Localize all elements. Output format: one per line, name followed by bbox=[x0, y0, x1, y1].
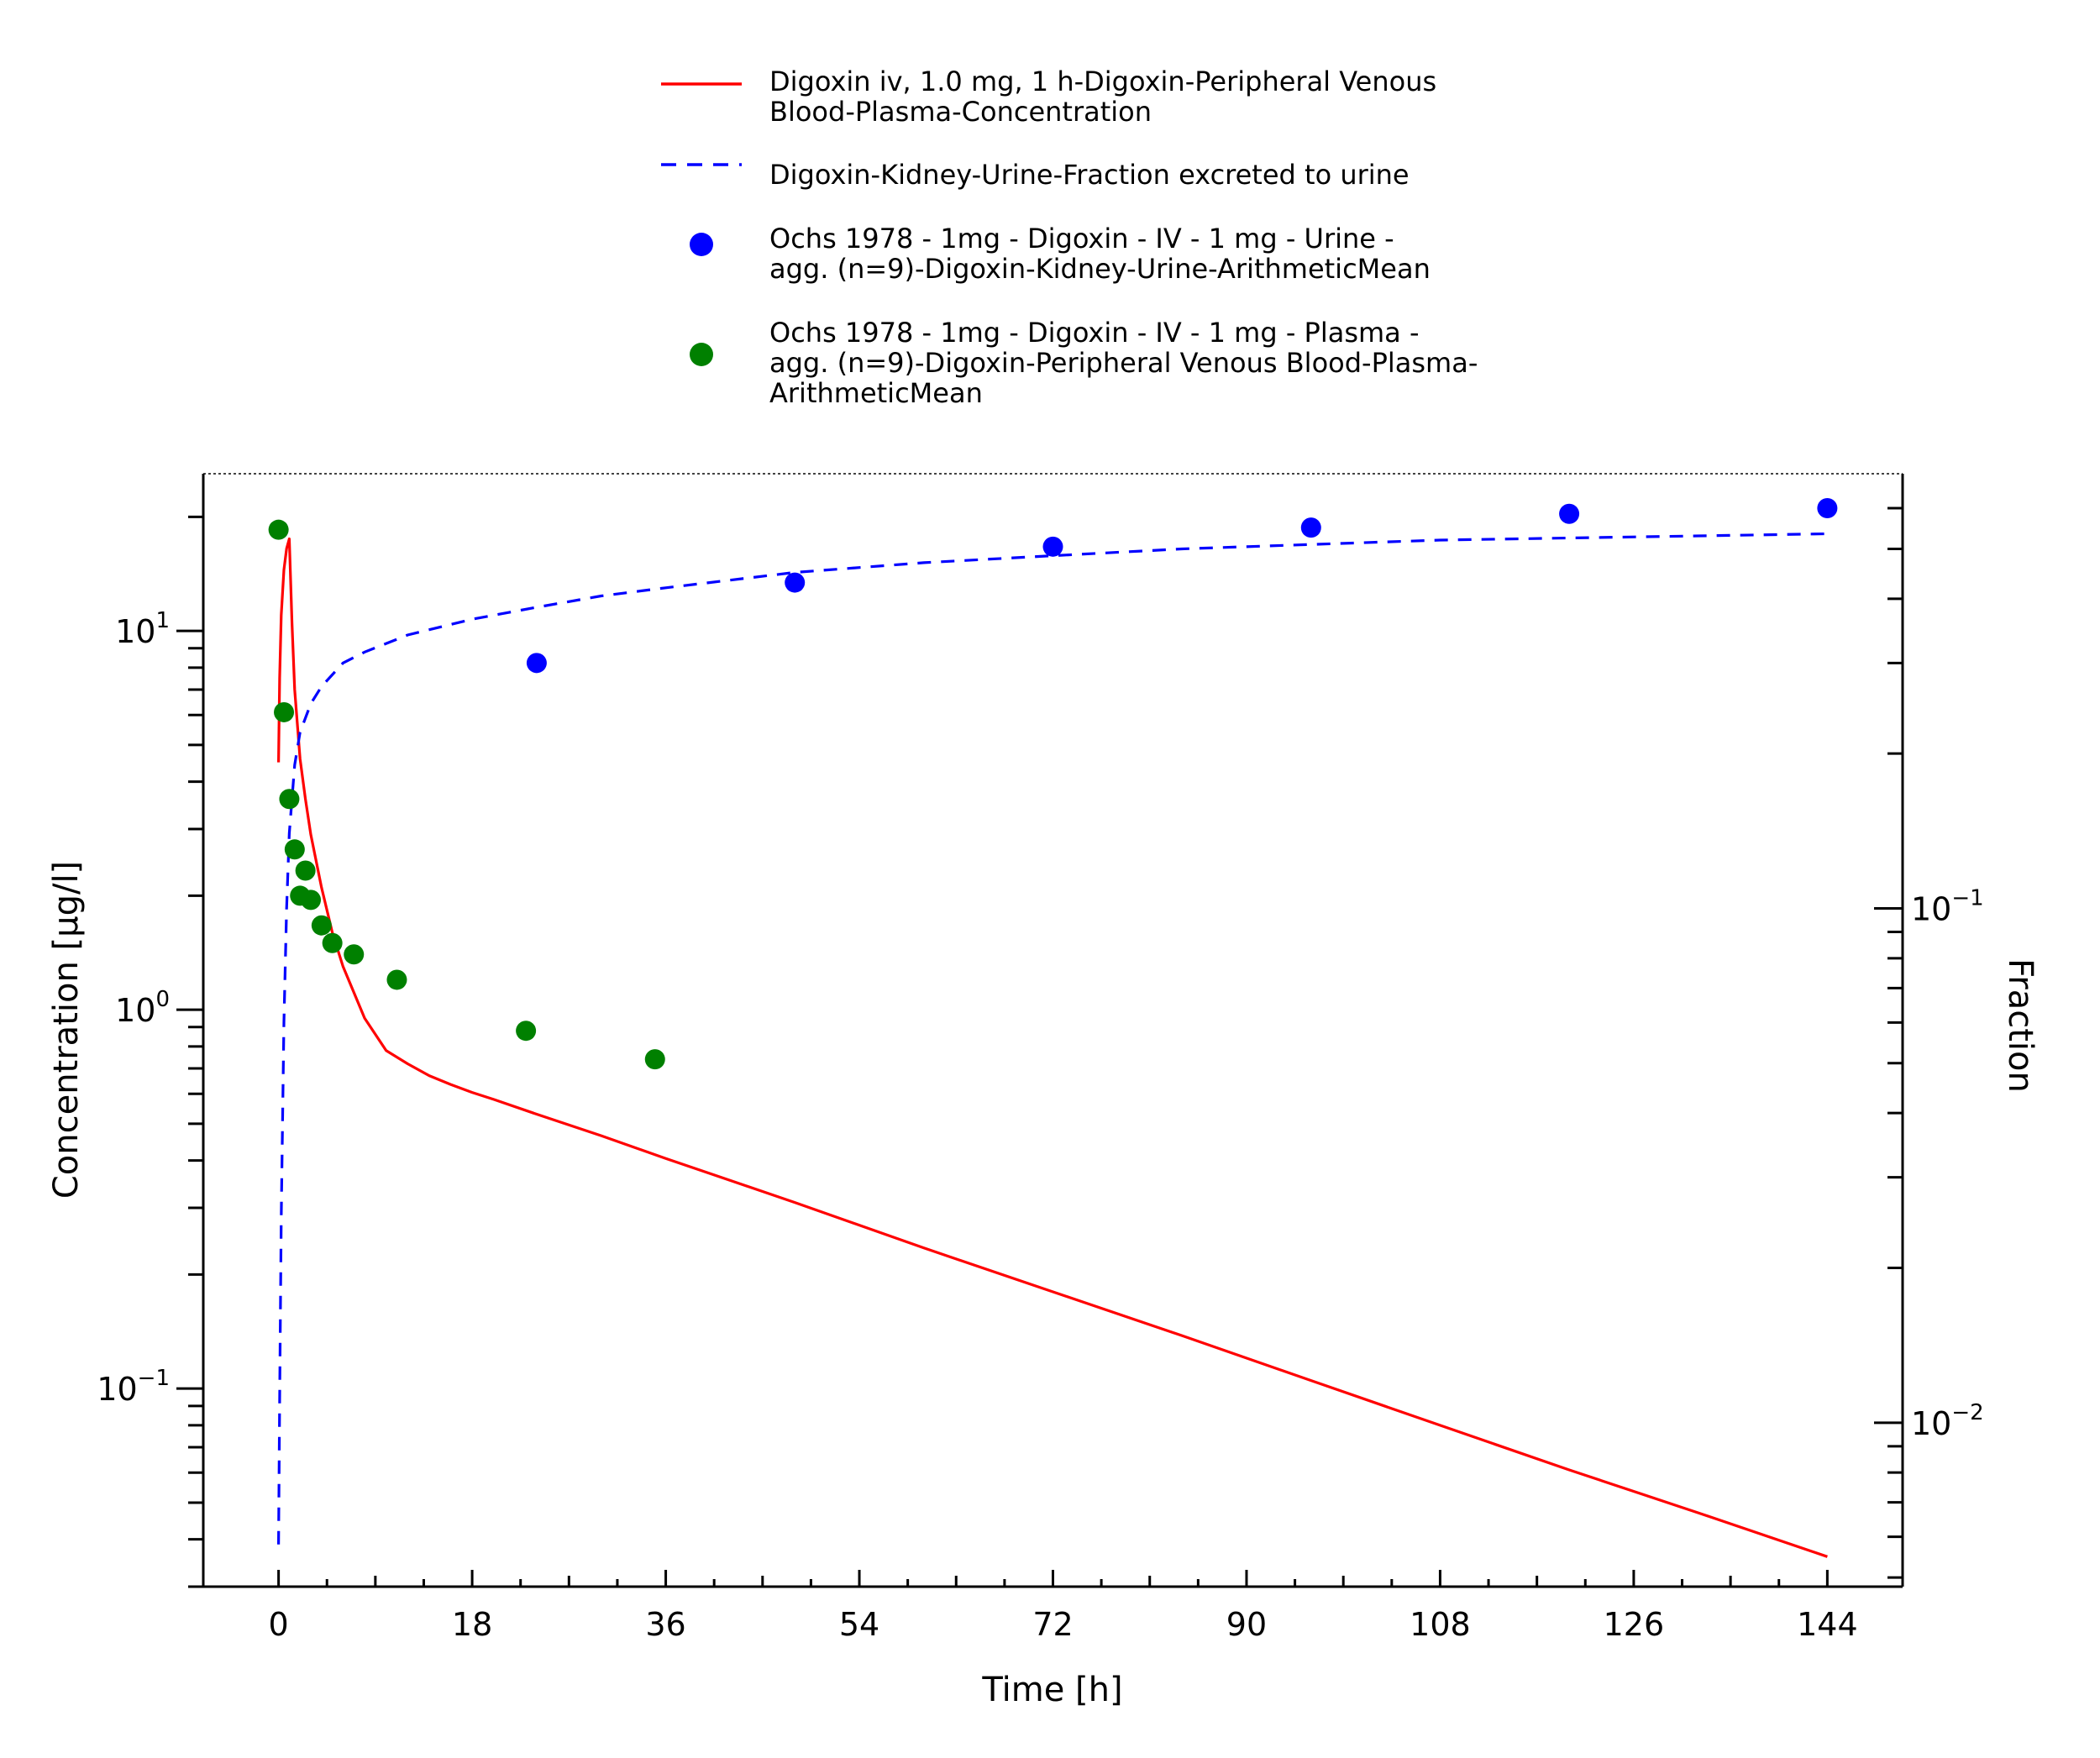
y-axis-title: Concentration [µg/l] bbox=[47, 861, 86, 1199]
x-tick-label: 126 bbox=[1604, 1606, 1665, 1643]
legend-label-3-line-1: Ochs 1978 - 1mg - Digoxin - IV - 1 mg - … bbox=[769, 223, 1394, 255]
x-tick-label: 108 bbox=[1410, 1606, 1471, 1643]
legend-label-2: Digoxin-Kidney-Urine-Fraction excreted t… bbox=[769, 159, 1410, 191]
plasma-observed-point bbox=[301, 889, 322, 910]
svg-text:Digoxin iv, 1.0 mg, 1 h-Digoxi: Digoxin iv, 1.0 mg, 1 h-Digoxin-Peripher… bbox=[769, 66, 1445, 128]
x-tick-label: 72 bbox=[1032, 1606, 1073, 1643]
x-tick-label: 36 bbox=[645, 1606, 685, 1643]
x-axis-title: Time [h] bbox=[981, 1671, 1122, 1709]
x-tick-label: 18 bbox=[452, 1606, 492, 1643]
legend-label-1-line-2: Blood-Plasma-Concentration bbox=[769, 96, 1152, 128]
urine-observed-point bbox=[1042, 536, 1063, 557]
urine-observed-point bbox=[1817, 497, 1838, 518]
legend-entry-3: Ochs 1978 - 1mg - Digoxin - IV - 1 mg - … bbox=[690, 223, 1431, 285]
x-tick-label: 144 bbox=[1797, 1606, 1858, 1643]
plasma-observed-point bbox=[344, 944, 365, 965]
legend-label-4-line-1: Ochs 1978 - 1mg - Digoxin - IV - 1 mg - … bbox=[769, 317, 1420, 349]
legend-swatch-green-marker bbox=[690, 343, 713, 366]
urine-observed-point bbox=[1300, 517, 1321, 538]
plasma-concentration-simulation-line bbox=[277, 537, 1828, 1558]
urine-observed-point bbox=[526, 653, 547, 674]
plasma-observed-point bbox=[274, 701, 295, 722]
y2-tick-label: 10−2 bbox=[1911, 1400, 1984, 1442]
x-tick-label: 54 bbox=[839, 1606, 879, 1643]
svg-text:Ochs 1978 - 1mg - Digoxin - IV: Ochs 1978 - 1mg - Digoxin - IV - 1 mg - … bbox=[769, 223, 1431, 285]
plasma-observed-points bbox=[268, 519, 665, 1070]
legend-label-1-line-1: Digoxin iv, 1.0 mg, 1 h-Digoxin-Peripher… bbox=[769, 66, 1436, 97]
urine-observed-point bbox=[785, 572, 806, 593]
legend-entry-4: Ochs 1978 - 1mg - Digoxin - IV - 1 mg - … bbox=[690, 317, 1487, 409]
y-tick-label: 100 bbox=[115, 987, 170, 1029]
plasma-observed-point bbox=[295, 860, 316, 881]
plasma-observed-point bbox=[644, 1049, 665, 1070]
plasma-observed-point bbox=[311, 915, 332, 936]
plasma-observed-point bbox=[279, 789, 300, 810]
legend: Digoxin iv, 1.0 mg, 1 h-Digoxin-Peripher… bbox=[661, 66, 1487, 409]
plasma-observed-point bbox=[284, 839, 305, 860]
y2-tick-label: 10−1 bbox=[1911, 885, 1984, 927]
svg-text:Ochs 1978 - 1mg - Digoxin - IV: Ochs 1978 - 1mg - Digoxin - IV - 1 mg - … bbox=[769, 317, 1487, 409]
legend-label-4-line-2: agg. (n=9)-Digoxin-Peripheral Venous Blo… bbox=[769, 347, 1478, 379]
y-axis-ticks: 101 100 10−1 bbox=[97, 515, 203, 1588]
y-tick-label: 101 bbox=[115, 608, 170, 650]
legend-swatch-blue-marker bbox=[690, 233, 713, 256]
plasma-observed-point bbox=[268, 519, 289, 540]
legend-label-3-line-2: agg. (n=9)-Digoxin-Kidney-Urine-Arithmet… bbox=[769, 253, 1431, 285]
plasma-observed-point bbox=[386, 969, 407, 990]
urine-fraction-simulation-line bbox=[277, 532, 1828, 1545]
y-tick-label: 10−1 bbox=[97, 1366, 170, 1408]
x-tick-label: 90 bbox=[1226, 1606, 1267, 1643]
legend-entry-2: Digoxin-Kidney-Urine-Fraction excreted t… bbox=[661, 159, 1410, 191]
y2-axis-ticks: 10−1 10−2 bbox=[1874, 506, 1984, 1579]
x-axis-ticks: 0 18 36 54 72 90 108 126 144 bbox=[269, 1570, 1858, 1643]
urine-observed-points bbox=[526, 497, 1838, 674]
plasma-observed-point bbox=[516, 1021, 537, 1042]
plasma-observed-point bbox=[322, 932, 343, 953]
urine-observed-point bbox=[1559, 503, 1580, 524]
y2-axis-title: Fraction bbox=[2001, 958, 2040, 1093]
legend-label-4-line-3: ArithmeticMean bbox=[769, 377, 983, 409]
x-tick-label: 0 bbox=[269, 1606, 289, 1643]
legend-entry-1: Digoxin iv, 1.0 mg, 1 h-Digoxin-Peripher… bbox=[661, 66, 1445, 128]
